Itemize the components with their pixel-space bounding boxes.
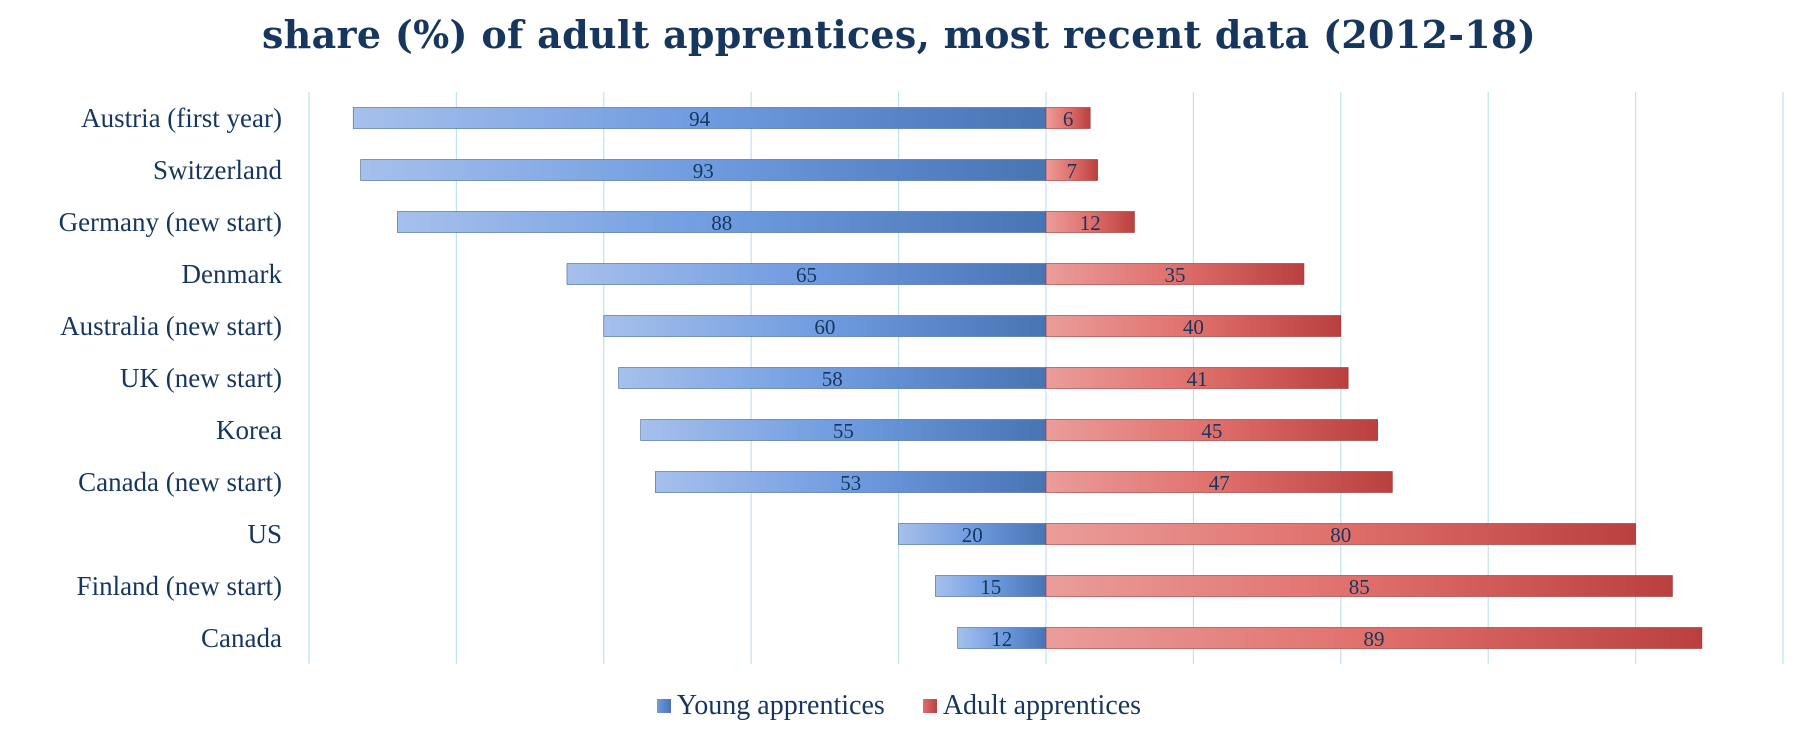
bar-adult	[1045, 523, 1636, 545]
bar-adult	[1045, 159, 1098, 181]
category-label: Finland (new start)	[77, 571, 282, 601]
category-label: Denmark	[182, 259, 283, 289]
data-label-adult: 41	[1187, 367, 1208, 391]
data-label-young: 65	[796, 263, 817, 287]
bar-adult	[1045, 107, 1091, 129]
data-label-adult: 80	[1330, 523, 1351, 547]
bar-adult	[1045, 575, 1673, 597]
data-label-adult: 12	[1080, 211, 1101, 235]
data-label-young: 12	[991, 627, 1012, 651]
legend-item-adult: Adult apprentices	[922, 690, 1142, 722]
data-label-young: 58	[822, 367, 843, 391]
data-label-young: 55	[833, 419, 854, 443]
category-label: UK (new start)	[120, 363, 282, 393]
legend-label-young: Young apprentices	[676, 690, 885, 721]
data-label-young: 60	[814, 315, 835, 339]
data-label-adult: 85	[1349, 575, 1370, 599]
bar-adult	[1045, 419, 1378, 441]
bar-adult	[1045, 627, 1703, 649]
data-label-adult: 45	[1201, 419, 1222, 443]
category-label: Canada	[201, 623, 282, 653]
legend-label-adult: Adult apprentices	[942, 690, 1142, 721]
category-label: Korea	[216, 415, 282, 445]
data-label-adult: 35	[1164, 263, 1185, 287]
chart-legend: Young apprentices Adult apprentices	[0, 690, 1798, 722]
category-label: Canada (new start)	[78, 467, 282, 497]
bar-adult	[1045, 315, 1342, 337]
bar-adult	[1045, 211, 1135, 233]
legend-swatch-young	[656, 699, 671, 713]
bar-adult	[1045, 367, 1349, 389]
data-label-adult: 89	[1363, 627, 1384, 651]
data-label-young: 20	[962, 523, 983, 547]
data-label-young: 88	[711, 211, 732, 235]
chart-title: share (%) of adult apprentices, most rec…	[261, 12, 1537, 57]
data-label-young: 93	[693, 159, 714, 183]
bar-adult	[1045, 263, 1305, 285]
data-label-young: 53	[840, 471, 861, 495]
data-label-adult: 40	[1183, 315, 1204, 339]
chart-plot: Austria (first year) 94 6 Switzerland 93 7 Ger…	[59, 92, 1784, 664]
category-label: US	[247, 519, 282, 549]
legend-swatch-adult	[922, 699, 937, 713]
data-label-adult: 7	[1067, 159, 1078, 183]
category-label: Switzerland	[153, 155, 282, 185]
bar-adult	[1045, 471, 1393, 493]
category-label: Austria (first year)	[81, 103, 282, 133]
data-label-young: 15	[980, 575, 1001, 599]
data-label-young: 94	[689, 107, 711, 131]
data-label-adult: 47	[1209, 471, 1230, 495]
legend-item-young: Young apprentices	[656, 690, 885, 722]
category-label: Germany (new start)	[59, 207, 282, 237]
category-label: Australia (new start)	[60, 311, 282, 341]
data-label-adult: 6	[1063, 107, 1074, 131]
